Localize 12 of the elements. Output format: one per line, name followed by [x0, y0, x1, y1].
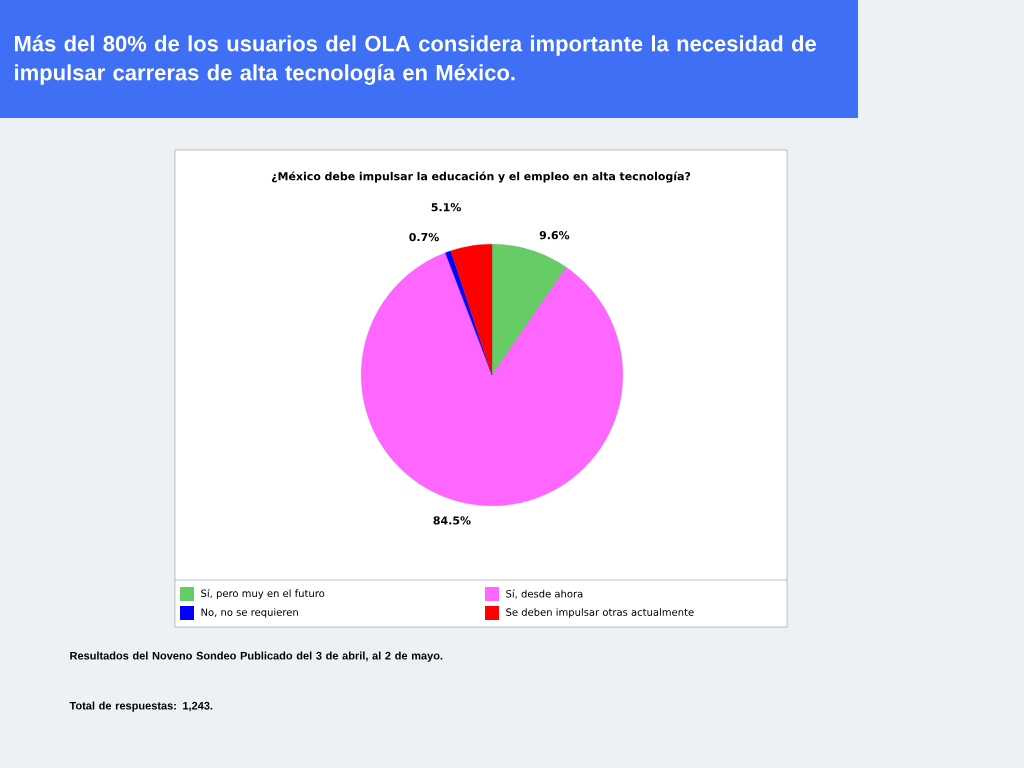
data-label: 5.1% [431, 203, 461, 212]
chart-title: Más del 80% de los usuarios del OLA considera importante la necesidad de impulsar carreras de alta tecnología en México. [15, 35, 816, 85]
data-label: 84.5% [433, 516, 471, 525]
text: Resultados del Noveno Sondeo Publicado del 3 de abril, al 2 de mayo. [70, 651, 443, 662]
legend-label: No, no se requieren [201, 608, 298, 618]
data-label: 0.7% [409, 232, 439, 242]
legend-label: Sí, pero muy en el futuro [201, 588, 325, 600]
legend-label: Sí, desde ahora [506, 589, 583, 599]
chart-subtitle: ¿México debe impulsar la educación y el empleo en alta tecnología? [271, 171, 691, 183]
data-label: 9.6% [539, 231, 570, 240]
text: Total de respuestas: 1,243. [69, 701, 213, 712]
legend-label: Se deben impulsar otras actualmente [506, 608, 694, 618]
